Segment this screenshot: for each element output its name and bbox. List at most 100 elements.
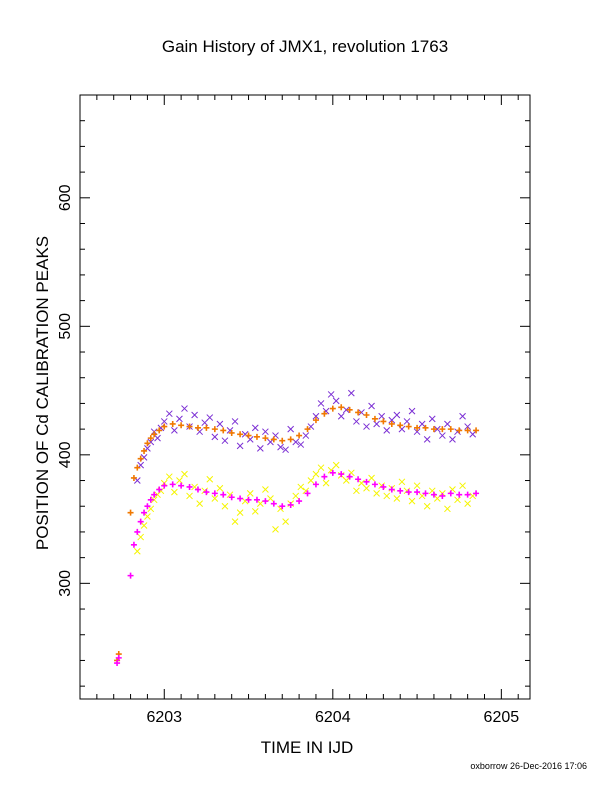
data-point [383, 492, 391, 500]
data-point [405, 423, 412, 430]
data-point [373, 490, 380, 497]
data-point [211, 433, 219, 441]
y-tick-label: 400 [57, 441, 74, 468]
data-point [371, 481, 378, 488]
data-point [262, 428, 269, 436]
data-point [144, 513, 151, 520]
data-point [115, 654, 122, 661]
data-point [363, 411, 370, 418]
data-point [428, 415, 436, 423]
data-point [363, 423, 370, 430]
y-axis-label: POSITION OF Cd CALIBRATION PEAKS [33, 236, 52, 550]
data-point [141, 447, 148, 454]
data-point [408, 407, 416, 415]
data-point [137, 518, 144, 525]
data-point [338, 404, 345, 411]
data-point [211, 495, 219, 502]
data-point [464, 427, 471, 434]
data-point [447, 490, 454, 497]
data-point [413, 428, 421, 436]
data-point [405, 489, 412, 496]
data-point [256, 500, 264, 508]
data-point [262, 435, 269, 442]
data-point [206, 475, 214, 483]
data-point [228, 494, 235, 501]
data-point [469, 430, 477, 438]
data-point [346, 406, 353, 413]
data-point [329, 469, 336, 476]
data-point [403, 418, 411, 425]
data-point [256, 445, 264, 452]
data-point [433, 495, 441, 502]
data-point [312, 481, 319, 488]
data-point [380, 483, 387, 490]
y-tick-label: 500 [57, 313, 74, 340]
data-point [439, 426, 446, 433]
data-point [296, 498, 303, 505]
data-point [178, 482, 185, 489]
data-point [251, 424, 259, 432]
data-point [231, 518, 239, 526]
data-point [296, 432, 303, 439]
data-point [292, 492, 300, 500]
data-point [137, 533, 145, 541]
data-point [246, 490, 254, 497]
data-point [388, 420, 395, 427]
data-point [358, 409, 365, 416]
data-point [312, 470, 320, 478]
data-point [237, 431, 244, 438]
data-point [262, 486, 269, 493]
x-tick-label: 6205 [484, 709, 520, 726]
data-point [363, 478, 370, 485]
data-point [134, 528, 141, 535]
data-point [464, 423, 471, 430]
data-point [338, 471, 345, 478]
data-point [130, 541, 137, 548]
data-point [171, 488, 178, 496]
data-point [317, 400, 325, 407]
data-point [194, 424, 201, 431]
data-point [444, 505, 451, 513]
data-point [473, 427, 480, 434]
axis-ticks: 6203 6204 6205 300 400 500 600 [57, 94, 530, 726]
data-point [277, 443, 284, 451]
x-tick-label: 6204 [315, 709, 351, 726]
data-point [150, 496, 158, 504]
y-tick-label: 600 [57, 184, 74, 211]
data-point [165, 410, 173, 418]
data-point [422, 424, 429, 431]
data-point [312, 412, 320, 420]
data-point [292, 438, 300, 446]
data-point [253, 496, 260, 503]
data-point [127, 509, 134, 516]
data-point [160, 418, 168, 425]
data-point [459, 482, 466, 490]
series-2 [133, 461, 477, 555]
data-point [130, 474, 137, 481]
data-point [287, 425, 295, 433]
data-point [332, 461, 340, 469]
data-point [373, 420, 380, 428]
data-point [140, 454, 148, 461]
data-point [430, 426, 437, 433]
data-point [221, 437, 229, 445]
data-point [171, 427, 178, 434]
data-point [355, 409, 362, 416]
data-point [237, 495, 244, 502]
data-point [165, 473, 173, 481]
data-point [176, 415, 183, 423]
data-point [368, 402, 375, 410]
data-point [459, 412, 466, 420]
data-point [342, 406, 350, 414]
data-point [447, 426, 454, 433]
data-point [322, 479, 330, 487]
data-point [133, 547, 141, 555]
data-point [456, 491, 463, 498]
x-axis-label: TIME IN IJD [261, 738, 354, 757]
series-1 [114, 404, 480, 664]
data-point [186, 483, 193, 490]
data-point [114, 660, 121, 667]
footer-stamp: oxborrow 26-Dec-2016 17:06 [470, 761, 587, 771]
data-point [414, 424, 421, 431]
data-point [161, 423, 168, 430]
